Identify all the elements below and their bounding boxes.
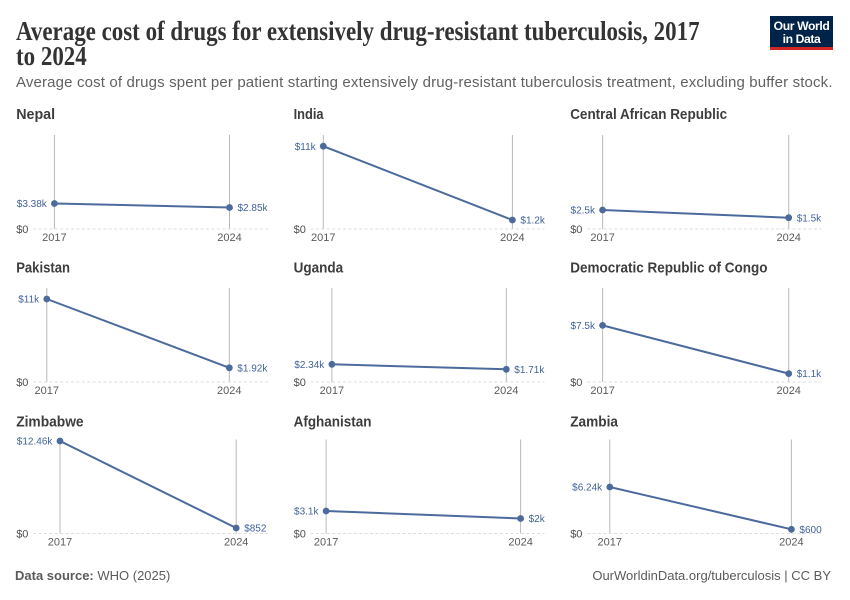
svg-text:2017: 2017	[42, 232, 66, 244]
svg-text:2017: 2017	[590, 385, 614, 397]
svg-text:2024: 2024	[217, 232, 241, 244]
svg-text:$2k: $2k	[529, 514, 546, 525]
svg-text:$6.24k: $6.24k	[572, 483, 603, 494]
svg-text:2024: 2024	[494, 385, 518, 397]
svg-text:$1.5k: $1.5k	[797, 213, 822, 224]
svg-text:Afghanistan: Afghanistan	[294, 413, 372, 430]
svg-text:Pakistan: Pakistan	[16, 259, 70, 276]
svg-text:$1.71k: $1.71k	[514, 365, 545, 376]
svg-text:2024: 2024	[500, 232, 524, 244]
svg-text:2017: 2017	[320, 385, 344, 397]
svg-text:$0: $0	[570, 224, 582, 236]
svg-text:$2.5k: $2.5k	[571, 206, 596, 217]
svg-text:2024: 2024	[508, 536, 532, 548]
svg-text:$2.85k: $2.85k	[238, 203, 269, 214]
svg-text:2024: 2024	[776, 385, 800, 397]
svg-text:$12.46k: $12.46k	[17, 437, 54, 448]
svg-text:2017: 2017	[48, 536, 72, 548]
svg-text:2024: 2024	[217, 385, 241, 397]
svg-text:Zambia: Zambia	[570, 413, 618, 430]
svg-text:Zimbabwe: Zimbabwe	[16, 413, 83, 430]
svg-text:$0: $0	[16, 377, 28, 389]
svg-text:$3.1k: $3.1k	[294, 507, 319, 518]
svg-text:$1.1k: $1.1k	[797, 369, 822, 380]
svg-text:$0: $0	[16, 529, 28, 541]
svg-text:$7.5k: $7.5k	[571, 321, 596, 332]
svg-text:$0: $0	[570, 529, 582, 541]
svg-text:$852: $852	[244, 524, 267, 535]
svg-text:2017: 2017	[590, 232, 614, 244]
svg-text:$1.92k: $1.92k	[237, 363, 268, 374]
svg-text:$600: $600	[799, 525, 822, 536]
svg-text:2017: 2017	[35, 385, 59, 397]
svg-text:2017: 2017	[598, 536, 622, 548]
svg-text:Central African Republic: Central African Republic	[570, 106, 727, 123]
svg-text:$11k: $11k	[295, 142, 317, 153]
svg-text:$1.2k: $1.2k	[520, 216, 545, 227]
svg-text:2024: 2024	[779, 536, 803, 548]
svg-text:2017: 2017	[314, 536, 338, 548]
svg-text:2017: 2017	[311, 232, 335, 244]
svg-text:$2.34k: $2.34k	[294, 360, 325, 371]
svg-text:$0: $0	[294, 529, 306, 541]
svg-text:$3.38k: $3.38k	[17, 199, 48, 210]
svg-text:2024: 2024	[776, 232, 800, 244]
svg-text:$0: $0	[16, 224, 28, 236]
svg-text:$0: $0	[570, 377, 582, 389]
svg-text:India: India	[294, 106, 325, 123]
svg-text:2024: 2024	[224, 536, 248, 548]
svg-text:$0: $0	[294, 377, 306, 389]
svg-text:Nepal: Nepal	[16, 106, 55, 123]
svg-text:$0: $0	[294, 224, 306, 236]
svg-text:Democratic Republic of Congo: Democratic Republic of Congo	[570, 259, 767, 276]
svg-text:Uganda: Uganda	[294, 259, 344, 276]
svg-text:$11k: $11k	[18, 295, 40, 306]
